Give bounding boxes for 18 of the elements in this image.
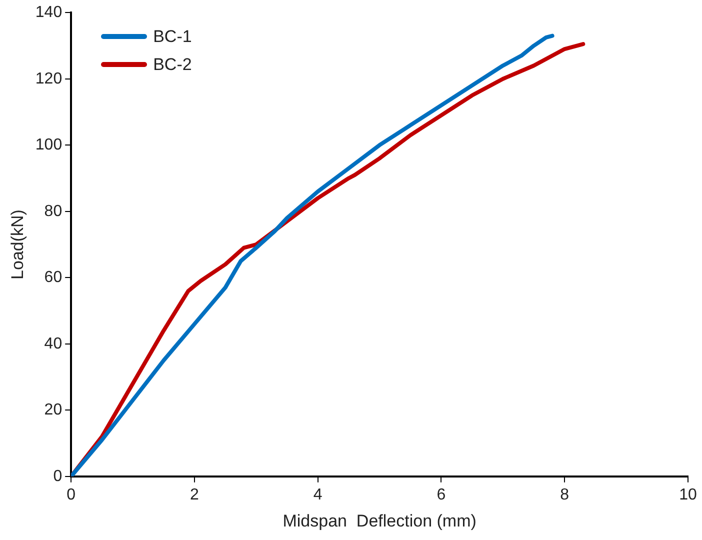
x-tick-label: 8 [560,486,570,504]
y-tick-label: 120 [35,70,62,88]
y-tick-label: 80 [44,202,62,220]
x-tick-label: 6 [436,486,446,504]
y-tick-label: 60 [44,269,62,286]
y-tick-label: 100 [35,136,62,154]
x-tick-label: 4 [313,486,322,504]
legend-label: BC-2 [153,54,192,75]
x-tick-label: 10 [679,486,697,504]
y-tick-label: 0 [53,468,62,485]
y-axis-title: Load(kN) [8,210,27,280]
x-tick-label: 2 [190,486,200,504]
y-tick-label: 20 [44,402,62,419]
legend-label: BC-1 [153,26,192,47]
y-tick-label: 40 [44,335,62,352]
x-axis-title: Midspan Deflection (mm) [282,511,476,530]
x-tick-label: 0 [66,486,76,504]
y-tick-label: 140 [35,4,62,22]
